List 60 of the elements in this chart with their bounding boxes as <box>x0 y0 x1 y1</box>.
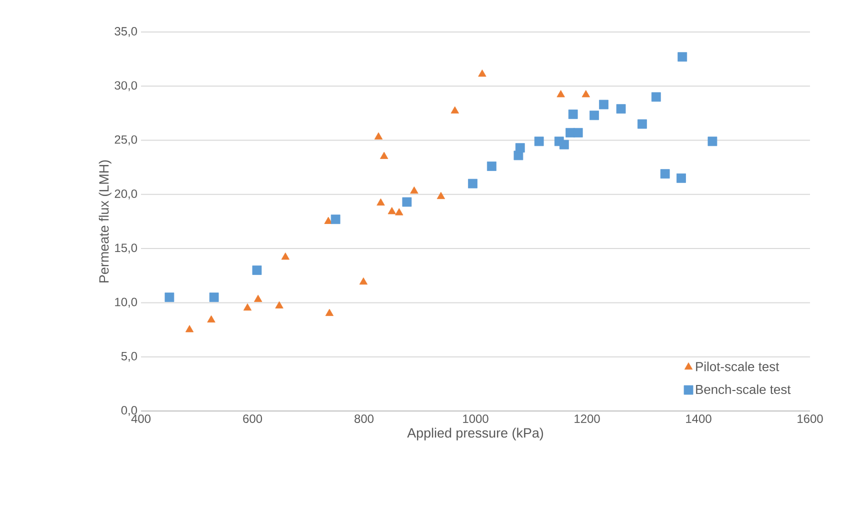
point <box>582 90 590 98</box>
point <box>556 90 565 98</box>
y-tick-label: 0,0 <box>121 406 138 416</box>
point <box>660 169 670 179</box>
y-tick-label: 5,0 <box>121 352 138 362</box>
point <box>254 294 262 302</box>
y-tick-label: 20,0 <box>114 189 138 200</box>
point <box>436 192 446 200</box>
y-tick-label: 15,0 <box>115 244 138 254</box>
point <box>324 216 332 224</box>
x-tick-label: 1000 <box>463 414 488 423</box>
point <box>573 128 583 138</box>
point <box>478 70 486 77</box>
x-tick-label: 1200 <box>574 414 600 423</box>
point <box>209 292 219 302</box>
x-tick-label: 800 <box>354 414 374 423</box>
point <box>599 100 608 110</box>
point <box>185 325 194 332</box>
point <box>590 110 599 120</box>
point <box>402 197 412 207</box>
point <box>468 178 478 188</box>
point <box>638 119 647 129</box>
point <box>380 152 388 159</box>
y-tick-label: 10,0 <box>115 298 138 308</box>
x-tick-label: 400 <box>131 414 151 423</box>
point <box>450 106 459 114</box>
point <box>515 143 525 153</box>
point <box>651 92 661 102</box>
point <box>568 110 578 119</box>
point <box>486 162 496 171</box>
point <box>616 104 626 114</box>
point <box>325 308 334 316</box>
point <box>330 214 340 224</box>
point <box>252 266 262 275</box>
y-axis-title: Permeate flux (LMH) <box>98 160 112 282</box>
point <box>207 315 216 322</box>
point <box>275 301 284 308</box>
point <box>243 303 252 311</box>
x-tick-label: 1400 <box>686 414 712 423</box>
point <box>676 173 686 183</box>
point <box>376 198 385 206</box>
y-tick-label: 25,0 <box>114 135 138 146</box>
point <box>678 52 688 62</box>
y-tick-label: 35,0 <box>114 27 138 37</box>
y-tick-label: 30,0 <box>114 81 138 92</box>
point <box>359 277 368 285</box>
x-tick-label: 600 <box>243 414 262 423</box>
legend-label: Bench-scale test <box>696 384 791 394</box>
x-axis-title: Applied pressure (kPa) <box>407 428 544 440</box>
point <box>559 140 569 150</box>
point <box>388 207 396 214</box>
point <box>534 136 544 146</box>
point <box>708 136 718 146</box>
legend-label: Pilot-scale test <box>696 362 780 372</box>
point <box>410 186 418 194</box>
point <box>164 292 174 302</box>
x-tick-label: 1600 <box>798 414 823 423</box>
point <box>374 132 383 140</box>
point <box>395 208 404 216</box>
point <box>281 252 290 260</box>
